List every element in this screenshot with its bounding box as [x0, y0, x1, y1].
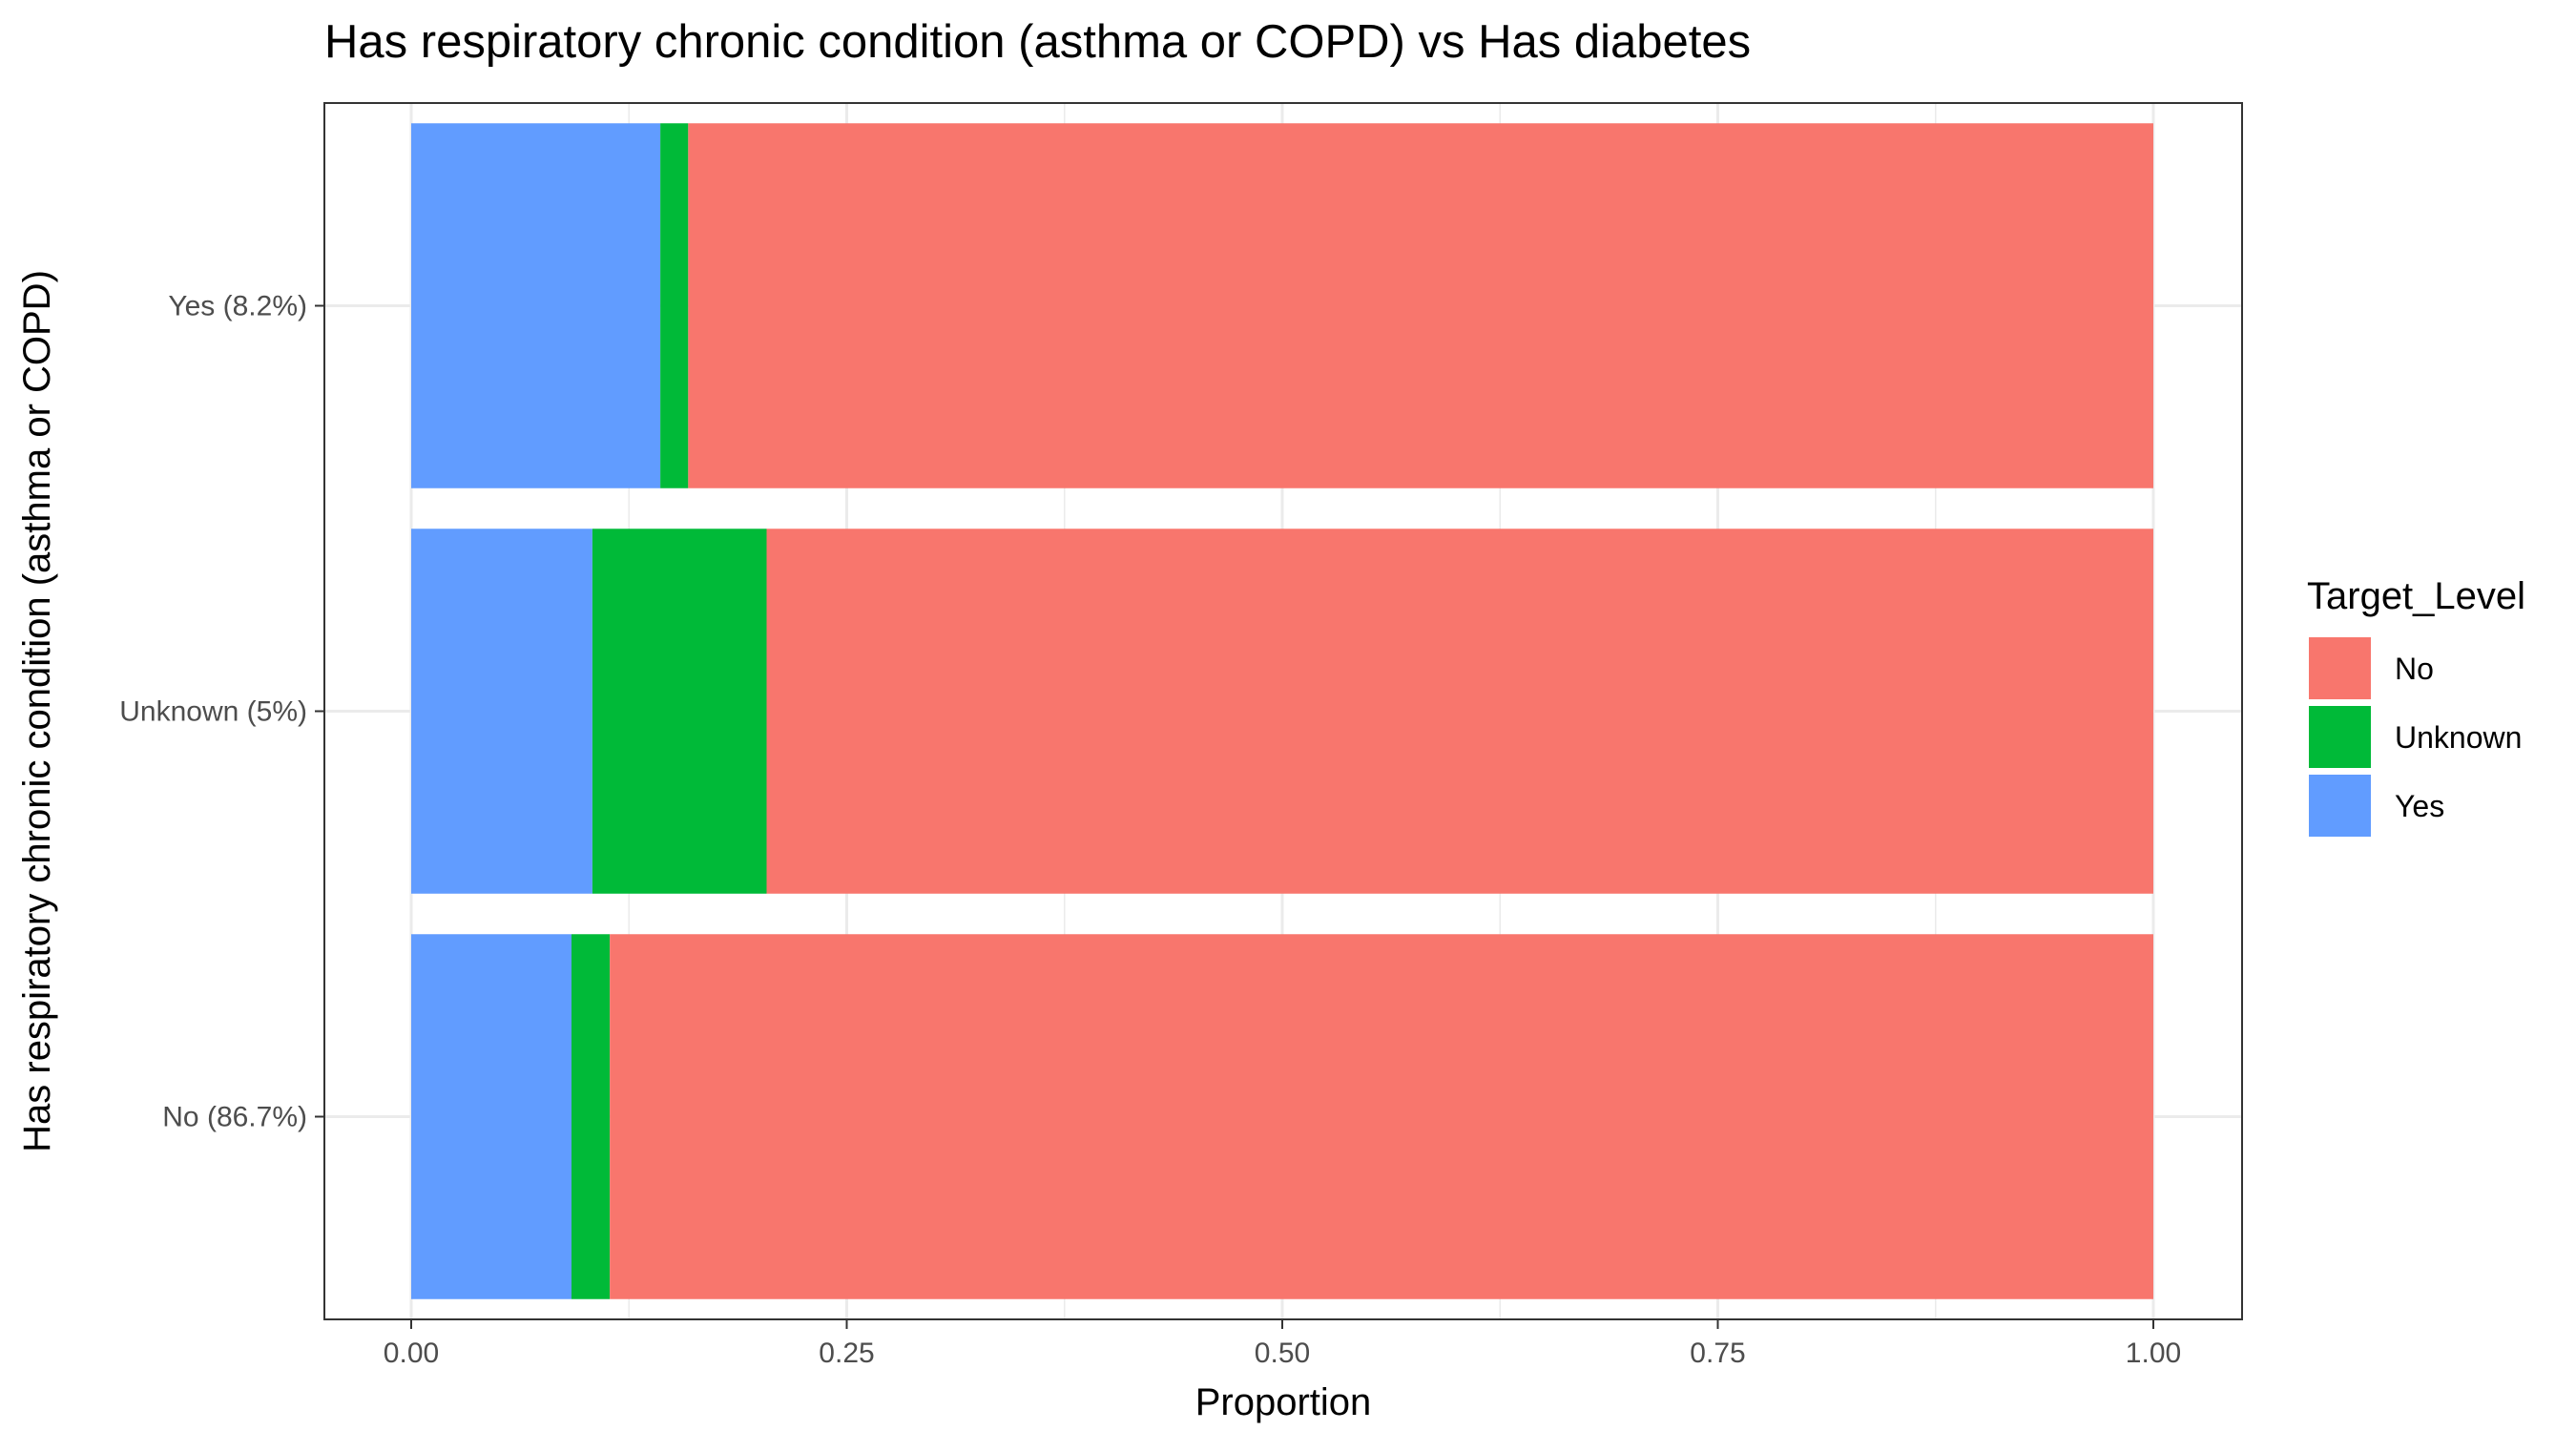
legend-key-unknown: [2309, 706, 2371, 768]
x-axis: 0.00 0.25 0.50 0.75 1.00: [384, 1319, 2181, 1369]
bar-yes-2: [411, 934, 571, 1299]
bar-no-0: [688, 123, 2153, 488]
bar-unknown-1: [592, 529, 767, 894]
y-axis-title: Has respiratory chronic condition (asthm…: [16, 270, 58, 1152]
bar-yes-1: [411, 529, 592, 894]
y-tick-label: No (86.7%): [162, 1102, 307, 1133]
x-tick-label: 0.75: [1690, 1338, 1745, 1369]
legend-label: Yes: [2395, 789, 2444, 823]
bar-no-1: [766, 529, 2153, 894]
x-tick-label: 1.00: [2126, 1338, 2181, 1369]
y-tick-label: Unknown (5%): [119, 696, 307, 728]
legend-key-yes: [2309, 775, 2371, 837]
x-tick-label: 0.50: [1255, 1338, 1310, 1369]
bar-unknown-0: [660, 123, 689, 488]
legend-title: Target_Level: [2307, 575, 2525, 617]
bars-layer: [411, 123, 2153, 1299]
legend: Target_Level No Unknown Yes: [2307, 575, 2525, 837]
x-tick-label: 0.00: [384, 1338, 439, 1369]
chart-title: Has respiratory chronic condition (asthm…: [324, 16, 1751, 68]
y-axis: Yes (8.2%) Unknown (5%) No (86.7%): [119, 291, 324, 1133]
x-axis-title: Proportion: [1195, 1381, 1372, 1423]
legend-label: No: [2395, 652, 2434, 686]
bar-unknown-2: [571, 934, 611, 1299]
bar-no-2: [610, 934, 2153, 1299]
legend-label: Unknown: [2395, 720, 2522, 755]
legend-key-no: [2309, 637, 2371, 699]
y-tick-label: Yes (8.2%): [168, 291, 307, 322]
bar-yes-0: [411, 123, 661, 488]
x-tick-label: 0.25: [819, 1338, 874, 1369]
